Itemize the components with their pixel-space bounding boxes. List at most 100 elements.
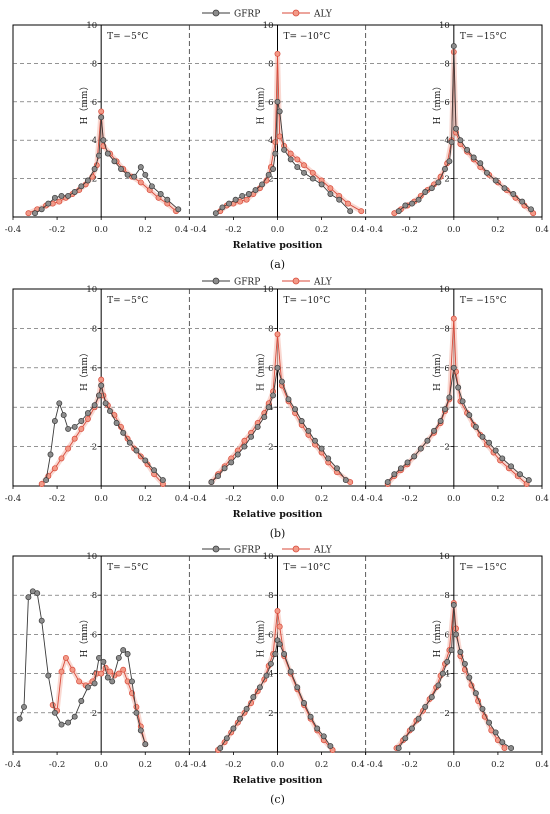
data-point-gfrp <box>287 156 294 163</box>
legend-aly-label: ALY <box>313 278 333 288</box>
data-point-gfrp <box>111 158 118 165</box>
data-point-gfrp <box>239 192 246 199</box>
x-tick-label: 0.4 <box>535 494 549 504</box>
data-point-gfrp <box>124 171 131 178</box>
data-point-aly <box>98 108 105 115</box>
legend: GFRP ALY <box>202 278 333 288</box>
legend-aly-label: ALY <box>313 10 333 20</box>
data-point-gfrp <box>142 457 149 464</box>
data-point-gfrp <box>453 125 459 132</box>
data-point-gfrp <box>84 177 91 184</box>
y-tick-label: 8 <box>268 59 273 69</box>
subplot-title: T= −15°C <box>460 296 507 306</box>
data-point-gfrp <box>58 721 65 728</box>
data-point-aly <box>345 200 351 207</box>
data-point-gfrp <box>470 154 477 161</box>
x-tick-label: 0.4 <box>351 760 365 770</box>
data-point-aly <box>71 435 78 442</box>
data-point-gfrp <box>241 443 248 450</box>
data-point-gfrp <box>21 703 27 710</box>
data-point-gfrp <box>446 158 453 165</box>
data-point-gfrp <box>417 445 424 452</box>
data-point-gfrp <box>453 631 459 638</box>
y-tick-label: 2 <box>92 175 97 185</box>
x-axis-label: Relative position <box>233 509 323 520</box>
data-point-gfrp <box>45 672 52 679</box>
data-point-gfrp <box>98 382 105 389</box>
x-tick-label: 0.4 <box>175 494 189 504</box>
y-tick-label: 4 <box>92 136 97 146</box>
data-point-gfrp <box>448 647 455 654</box>
data-point-gfrp <box>459 398 466 405</box>
data-point-gfrp <box>226 200 232 207</box>
data-point-gfrp <box>287 668 294 675</box>
data-point-gfrp <box>91 402 98 409</box>
y-tick-label: 8 <box>444 591 449 601</box>
data-point-gfrp <box>133 447 140 454</box>
data-point-aly <box>25 210 32 217</box>
data-point-gfrp <box>281 651 288 657</box>
data-point-gfrp <box>256 684 263 691</box>
legend-aly-label: ALY <box>313 546 333 556</box>
data-point-gfrp <box>51 194 58 201</box>
data-point-gfrp <box>314 725 321 732</box>
data-point-gfrp <box>47 451 54 458</box>
data-point-gfrp <box>415 196 422 203</box>
data-point-gfrp <box>517 471 523 478</box>
y-tick-label: 10 <box>439 285 450 295</box>
data-point-gfrp <box>422 189 429 195</box>
legend-gfrp-label: GFRP <box>234 546 260 556</box>
data-point-gfrp <box>56 400 63 407</box>
data-point-gfrp <box>278 378 285 385</box>
data-point-aly <box>69 666 76 673</box>
data-point-gfrp <box>501 185 508 192</box>
y-tick-label: 8 <box>92 591 97 601</box>
data-point-aly <box>276 133 283 140</box>
x-tick-label: 0.2 <box>138 760 152 770</box>
y-tick-label: 6 <box>268 98 273 108</box>
data-point-gfrp <box>318 445 325 452</box>
y-tick-label: 2 <box>92 443 97 453</box>
data-point-gfrp <box>78 418 85 424</box>
x-tick-label: 0.4 <box>535 760 549 770</box>
y-tick-label: 2 <box>268 443 273 453</box>
data-point-gfrp <box>34 590 41 597</box>
data-point-gfrp <box>409 725 415 732</box>
data-point-gfrp <box>457 649 464 655</box>
data-point-gfrp <box>347 208 354 215</box>
data-point-gfrp <box>486 719 493 726</box>
data-point-gfrp <box>100 137 107 144</box>
data-point-gfrp <box>25 594 32 601</box>
data-point-gfrp <box>397 465 404 472</box>
x-tick-label: 0.4 <box>175 760 189 770</box>
x-tick-label: 0.2 <box>491 225 505 235</box>
data-point-gfrp <box>265 171 272 178</box>
y-axis-label: H（mm） <box>256 348 267 391</box>
x-tick-label: 0.0 <box>447 225 461 235</box>
x-tick-label: 0.0 <box>447 760 461 770</box>
series-line-aly <box>394 51 534 214</box>
legend-gfrp-marker <box>212 277 220 285</box>
data-point-gfrp <box>84 410 91 417</box>
data-point-gfrp <box>479 433 486 440</box>
x-tick-label: -0.4 <box>5 494 21 504</box>
data-point-gfrp <box>519 198 526 205</box>
data-point-aly <box>115 670 122 677</box>
data-point-gfrp <box>265 404 272 411</box>
y-axis-label: H（mm） <box>432 348 443 391</box>
data-point-aly <box>98 670 105 677</box>
data-point-gfrp <box>71 713 78 720</box>
data-point-gfrp <box>71 189 78 195</box>
y-tick-label: 10 <box>86 285 97 295</box>
data-point-gfrp <box>442 166 448 172</box>
data-point-gfrp <box>148 183 155 190</box>
data-point-gfrp <box>219 204 226 211</box>
x-tick-label: 0.0 <box>94 225 108 235</box>
data-point-gfrp <box>486 439 493 446</box>
data-point-gfrp <box>457 137 464 144</box>
y-tick-label: 2 <box>444 175 449 185</box>
data-point-gfrp <box>422 703 429 710</box>
